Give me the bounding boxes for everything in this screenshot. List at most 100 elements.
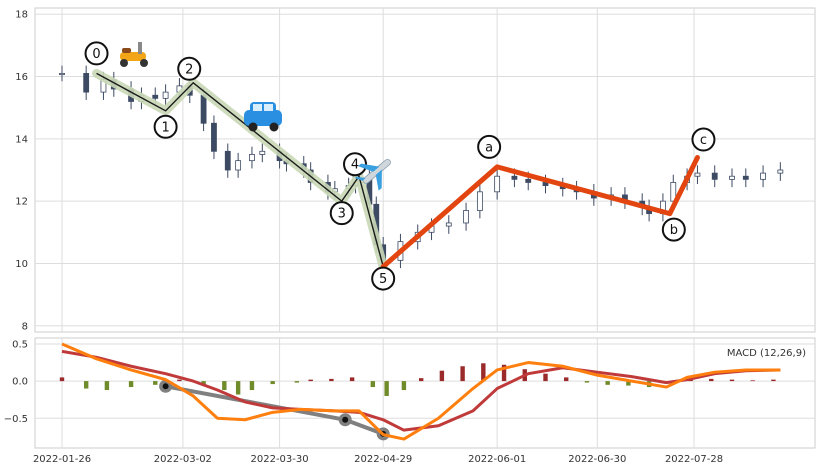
macd-histogram-bar — [308, 379, 313, 382]
car-icon — [244, 102, 282, 132]
macd-histogram-bar — [771, 379, 776, 382]
candle-body — [511, 175, 518, 180]
macd-histogram-bar — [294, 381, 300, 383]
icons — [120, 42, 391, 191]
macd-histogram-bar — [460, 366, 465, 382]
macd-histogram-bar — [349, 377, 355, 382]
macd-y-tick-label: 0.0 — [12, 377, 28, 388]
candle-body — [249, 154, 255, 162]
car-window — [264, 104, 273, 111]
macd-histogram-bar — [501, 364, 507, 382]
macd-trendline-marker-dot — [162, 383, 169, 390]
macd-histogram-bar — [750, 380, 755, 382]
macd-line — [61, 342, 781, 441]
x-tick-label: 2022-01-26 — [33, 454, 91, 465]
x-tick-label: 2022-04-29 — [354, 454, 412, 465]
wave-label-circle — [84, 41, 109, 66]
wave-label-circle — [477, 134, 502, 159]
correction-wave-line — [380, 155, 700, 270]
wave-label: 4 — [351, 158, 359, 173]
candle-body — [152, 94, 159, 99]
scooter-icon — [120, 42, 148, 67]
macd-histogram-bar — [59, 377, 65, 382]
candle-body — [694, 172, 701, 177]
car-wheel — [269, 122, 279, 132]
candle-body — [224, 150, 231, 171]
macd-histogram-bar — [128, 381, 134, 388]
macd-y-ticks: 0.5 0.0 −0.5 — [4, 339, 28, 424]
macd-histogram-bar — [83, 381, 89, 389]
candle-body — [777, 169, 784, 174]
candle-body — [211, 122, 217, 152]
macd-histogram-bar — [249, 381, 255, 391]
candle-body — [445, 222, 452, 227]
x-tick-label: 2022-03-02 — [154, 454, 212, 465]
x-tick-label: 2022-06-30 — [568, 454, 626, 465]
macd-legend-label: MACD (12,26,9) — [727, 348, 806, 359]
price-plot-area — [34, 7, 816, 333]
macd-histogram-bar — [626, 381, 631, 386]
wave-label: 2 — [185, 62, 193, 77]
wave-lines — [92, 68, 700, 272]
macd-histogram-bar — [153, 381, 158, 385]
price-y-tick-label: 16 — [15, 72, 28, 83]
x-tick-label: 2022-07-28 — [665, 454, 723, 465]
airplane-icon — [354, 158, 391, 191]
wave-label-circle — [153, 114, 178, 139]
price-y-tick-label: 10 — [15, 259, 28, 270]
candle-body — [200, 94, 207, 124]
macd-histogram-bar — [329, 378, 334, 382]
macd-y-tick-label: −0.5 — [4, 414, 28, 425]
macd-trendline-marker-dot — [342, 416, 349, 423]
macd-histogram-bar — [439, 370, 445, 382]
candle-body — [711, 172, 718, 180]
wave-label: 0 — [92, 47, 100, 62]
macd-signal-line — [61, 349, 781, 432]
price-y-tick-label: 12 — [15, 197, 28, 208]
x-tick-label: 2022-03-30 — [251, 454, 309, 465]
scooter-seat — [122, 48, 131, 53]
candle-body — [525, 178, 532, 183]
macd-histogram-bar — [564, 377, 569, 382]
candle-body — [83, 73, 90, 93]
wave-label-circle — [371, 266, 396, 291]
x-ticks: 2022-01-26 2022-03-02 2022-03-30 2022-04-29… — [33, 454, 723, 465]
wave-label-circle — [343, 152, 368, 177]
candle-body — [494, 175, 501, 193]
wave-label-circle — [329, 201, 354, 226]
macd-histogram-bar — [401, 381, 407, 391]
car-body — [244, 110, 282, 126]
macd-histogram-bar — [104, 381, 110, 391]
x-tick-label: 2022-06-01 — [468, 454, 526, 465]
macd-histogram-bar — [177, 379, 182, 382]
candle-body — [760, 172, 766, 180]
price-y-tick-label: 14 — [15, 134, 28, 145]
macd-histogram-bar — [709, 378, 714, 382]
macd-histogram-bar — [222, 381, 227, 391]
car-wheel — [248, 122, 258, 132]
macd-plot-area — [34, 337, 816, 449]
macd-histogram-bar — [235, 381, 241, 395]
airplane-tail — [354, 176, 366, 181]
wave-label: 5 — [379, 272, 387, 287]
macd-histogram-bar — [584, 381, 590, 383]
macd-histogram-bar — [481, 363, 486, 382]
macd-histogram-bar — [729, 379, 735, 382]
candle-body — [742, 175, 749, 180]
wave-label-circle — [691, 127, 716, 152]
candle-body — [235, 160, 242, 171]
wave-label: c — [700, 133, 707, 148]
scooter-stem — [138, 42, 142, 54]
scooter-body — [120, 52, 146, 61]
scooter-wheel — [140, 59, 148, 67]
airplane-wing — [358, 163, 380, 172]
macd-histogram-bar — [543, 373, 548, 382]
macd-histogram-bar — [418, 378, 424, 382]
candle-body — [162, 91, 169, 99]
macd-histogram-bar — [370, 381, 376, 388]
airplane-wing — [375, 169, 382, 191]
price-y-ticks: 8 10 12 14 16 18 — [15, 10, 28, 333]
macd-histogram-bar — [201, 381, 206, 385]
